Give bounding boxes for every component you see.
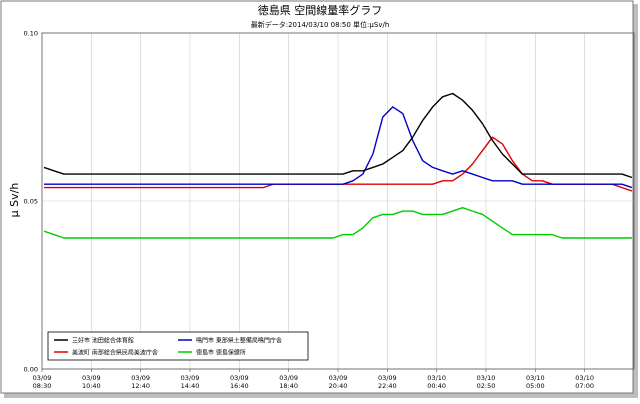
- x-tick-time: 14:40: [181, 382, 200, 390]
- x-tick-date: 03/09: [329, 374, 348, 382]
- x-tick-time: 08:30: [33, 382, 52, 390]
- legend-label-miyoshi: 三好市 池田総合体育館: [72, 337, 134, 345]
- legend-label-minami: 美波町 南部総合県民局美波庁舎: [72, 349, 158, 357]
- x-tick-time: 07:00: [575, 382, 594, 390]
- x-tick-date: 03/10: [526, 374, 545, 382]
- x-tick-date: 03/10: [575, 374, 594, 382]
- x-tick-date: 03/09: [82, 374, 101, 382]
- y-tick-label: 0.10: [24, 30, 38, 38]
- y-tick-label: 0.00: [24, 366, 38, 374]
- x-tick-time: 02:50: [477, 382, 496, 390]
- x-tick-date: 03/09: [131, 374, 150, 382]
- x-tick-time: 16:40: [230, 382, 249, 390]
- x-tick-time: 05:00: [526, 382, 545, 390]
- x-tick-time: 20:40: [329, 382, 348, 390]
- legend: 三好市 池田総合体育館 鳴門市 東部県土整備局鳴門庁舎 美波町 南部総合県民局美…: [47, 331, 309, 361]
- x-tick-date: 03/10: [427, 374, 446, 382]
- x-tick-date: 03/10: [477, 374, 496, 382]
- x-tick-date: 03/09: [33, 374, 52, 382]
- x-tick-time: 22:40: [378, 382, 397, 390]
- legend-box: [47, 331, 309, 361]
- legend-label-tokushima: 徳島市 徳島保健所: [196, 349, 246, 357]
- chart-title: 徳島県 空間線量率グラフ: [258, 3, 383, 17]
- x-tick-time: 18:40: [279, 382, 298, 390]
- x-tick-date: 03/09: [230, 374, 249, 382]
- series-line-naruto: [44, 106, 633, 189]
- series-line-miyoshi: [43, 92, 633, 179]
- y-axis-label: μ Sv/h: [8, 183, 21, 218]
- x-axis: 03/0908:3003/0910:4003/0912:4003/0914:40…: [33, 369, 594, 390]
- x-tick-date: 03/09: [378, 374, 397, 382]
- x-tick-time: 12:40: [131, 382, 150, 390]
- x-tick-date: 03/09: [279, 374, 298, 382]
- series-line-tokushima: [43, 206, 632, 239]
- legend-label-naruto: 鳴門市 東部県土整備局鳴門庁舎: [196, 337, 282, 345]
- chart-subtitle: 最新データ:2014/03/10 08:50 単位:μSv/h: [251, 20, 390, 29]
- x-tick-time: 00:40: [427, 382, 446, 390]
- y-tick-label: 0.05: [24, 198, 38, 206]
- y-axis: 0.00 0.05 0.10: [24, 30, 38, 374]
- x-tick-time: 10:40: [82, 382, 101, 390]
- paper: [0, 0, 634, 394]
- x-tick-date: 03/09: [181, 374, 200, 382]
- series-lines: [43, 92, 633, 239]
